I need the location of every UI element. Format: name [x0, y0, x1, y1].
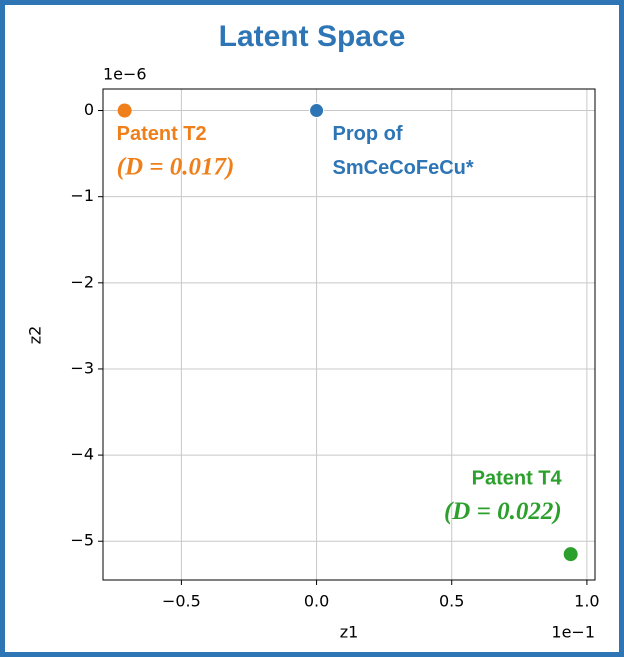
x-offset: 1e−1: [551, 623, 595, 642]
plot-area: [102, 88, 596, 581]
point: [309, 103, 325, 119]
x-tick-label: 0.5: [439, 592, 464, 611]
x-tick-label: −0.5: [162, 592, 201, 611]
y-tick-label: 0: [84, 100, 94, 119]
chart-title: Latent Space: [219, 20, 406, 53]
y-tick-label: −3: [70, 358, 94, 377]
point-label: (D = 0.022): [444, 498, 562, 525]
x-tick-label: 1.0: [574, 592, 599, 611]
point: [563, 547, 578, 562]
y-offset: 1e−6: [103, 65, 147, 84]
y-tick-label: −5: [70, 531, 94, 550]
y-tick-label: −4: [70, 445, 94, 464]
point-label: SmCeCoFeCu*: [333, 157, 474, 179]
point-label: Patent T2: [117, 123, 207, 145]
y-tick-label: −2: [70, 272, 94, 291]
y-tick-label: −1: [70, 186, 94, 205]
y-axis-label: z2: [26, 326, 45, 345]
x-axis-label: z1: [340, 623, 359, 642]
point-label: Prop of: [333, 123, 403, 145]
point: [117, 103, 132, 118]
point-label: (D = 0.017): [117, 153, 235, 180]
x-tick-label: 0.0: [304, 592, 329, 611]
point-label: Patent T4: [472, 467, 563, 489]
